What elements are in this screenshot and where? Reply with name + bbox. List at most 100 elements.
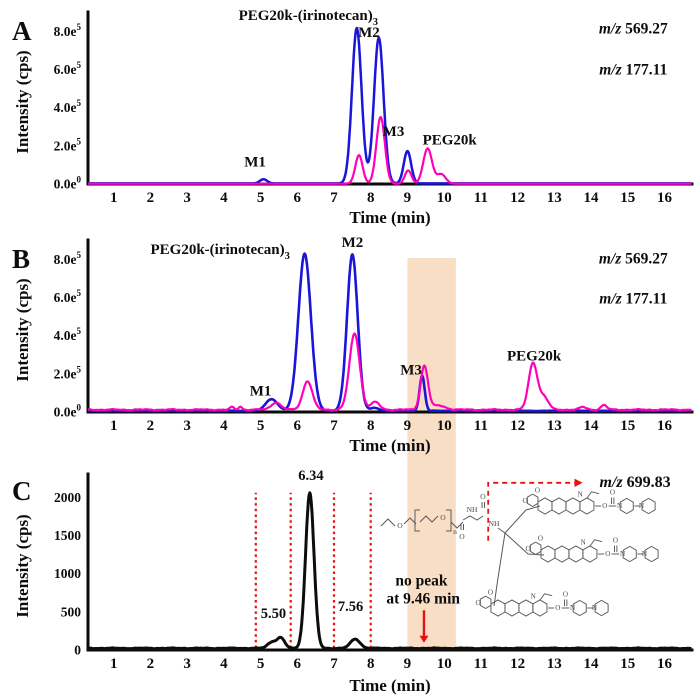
legend-mz-prefix: m/z: [599, 291, 621, 308]
x-tick-label: 11: [474, 418, 488, 434]
figure-graphic: [551, 497, 567, 515]
annotation-text: no peak: [395, 572, 447, 589]
legend-mz-value: 569.27: [621, 21, 668, 38]
annotation-text: M3: [383, 124, 405, 140]
annotation-text: M1: [250, 383, 272, 399]
atom-label: O: [522, 497, 527, 505]
atom-label: N: [581, 539, 586, 547]
x-tick-label: 3: [183, 190, 191, 206]
figure-graphic: [582, 545, 598, 563]
x-tick-label: 11: [474, 656, 488, 672]
figure-graphic: [529, 541, 542, 556]
y-tick-superscript: 5: [77, 364, 82, 374]
x-tick-label: 6: [294, 190, 302, 206]
y-tick-main: 0.0e: [54, 405, 77, 420]
atom-label: O: [480, 492, 486, 501]
legend-mz-value: 569.27: [621, 250, 668, 267]
figure-graphic: [589, 539, 603, 547]
figure-graphic: [518, 599, 534, 617]
x-tick-label: 15: [620, 418, 635, 434]
legend-item-1: m/z 177.11: [599, 291, 667, 308]
annotation-text: 5.50: [261, 606, 286, 622]
y-axis-title-c: Intensity (cps): [13, 514, 32, 617]
trace-mz-699-83: [87, 491, 693, 651]
x-tick-label: 13: [547, 418, 562, 434]
y-tick-superscript: 0: [77, 403, 82, 413]
y-tick-label: 6.0e5: [54, 288, 82, 305]
band-layer-b: [407, 258, 456, 458]
annotation-text: M1: [244, 155, 266, 171]
y-tick-label: 2000: [54, 490, 81, 505]
band-layer-c: [407, 458, 456, 650]
figure-graphic: [504, 505, 541, 534]
x-tick-label: 8: [367, 418, 375, 434]
figure-graphic: [568, 545, 584, 563]
x-tick-label: 9: [404, 656, 412, 672]
y-tick-label: 2.0e5: [54, 136, 82, 153]
guides-layer-c: [254, 478, 583, 649]
peak-label-peg20k-b: PEG20k: [507, 349, 562, 365]
no-peak-note-line2: at 9.46 min: [386, 591, 460, 608]
x-tick-label: 4: [220, 656, 228, 672]
y-tick-main: 1000: [54, 566, 81, 581]
peak-label-m1-a: M1: [244, 155, 266, 171]
x-tick-label: 7: [330, 190, 338, 206]
y-tick-label: 1000: [54, 566, 81, 581]
x-tick-label: 1: [110, 656, 118, 672]
atom-label: O: [563, 591, 568, 599]
x-axis-title-c: Time (min): [349, 676, 430, 695]
legend-mz-value: 177.11: [622, 62, 668, 79]
x-tick-label: 10: [437, 656, 452, 672]
annotation-subscript: 3: [285, 251, 290, 262]
y-tick-label: 0.0e0: [54, 403, 82, 420]
y-tick-superscript: 0: [77, 175, 82, 185]
peak-label-m3-b: M3: [400, 362, 422, 378]
legend-item-0: m/z 569.27: [599, 250, 668, 267]
atom-label: O: [535, 487, 540, 495]
annotation-text: M2: [358, 25, 380, 41]
x-tick-label: 13: [547, 656, 562, 672]
atom-label: O: [555, 604, 560, 612]
highlight-band: [407, 258, 456, 458]
figure-graphic: [641, 497, 656, 515]
atom-label: O: [475, 599, 480, 607]
x-tick-label: 2: [147, 656, 155, 672]
figure-graphic: [594, 599, 609, 617]
x-tick-label: 13: [547, 190, 562, 206]
annotations-a: PEG20k-(irinotecan)3M2 M1 M3 PEG20k: [239, 8, 478, 170]
figure-graphic: [565, 497, 581, 515]
x-tick-label: 10: [437, 418, 452, 434]
atom-label: O: [538, 535, 543, 543]
y-tick-main: 2.0e: [54, 366, 77, 381]
x-tick-label: 7: [330, 418, 338, 434]
axis-lines: [86, 10, 694, 186]
peak-label-m1-b: M1: [250, 383, 272, 399]
atom-label: N: [578, 491, 583, 499]
atom-label: N: [639, 502, 644, 510]
y-tick-label: 6.0e5: [54, 60, 82, 77]
y-tick-main: 500: [61, 604, 82, 619]
y-tick-main: 8.0e: [54, 252, 77, 267]
x-tick-label: 15: [620, 190, 635, 206]
x-tick-label: 4: [220, 418, 228, 434]
annotation-text: at 9.46 min: [386, 591, 460, 608]
peak-label-m2-a: M2: [358, 25, 380, 41]
figure-graphic: [490, 599, 506, 617]
y-tick-main: 2.0e: [54, 138, 77, 153]
x-tick-label: 1: [110, 190, 118, 206]
atom-label: O: [605, 550, 610, 558]
x-axis-title-a: Time (min): [349, 208, 430, 227]
y-tick-superscript: 5: [77, 60, 82, 70]
figure-graphic: [532, 599, 548, 617]
series-layer-a: [87, 26, 693, 185]
y-tick-label: 4.0e5: [54, 326, 82, 343]
x-tick-label: 2: [147, 190, 155, 206]
x-tick-label: 16: [657, 190, 673, 206]
atom-label: NH: [467, 505, 478, 514]
y-tick-label: 4.0e5: [54, 98, 82, 115]
y-tick-label: 8.0e5: [54, 250, 82, 267]
